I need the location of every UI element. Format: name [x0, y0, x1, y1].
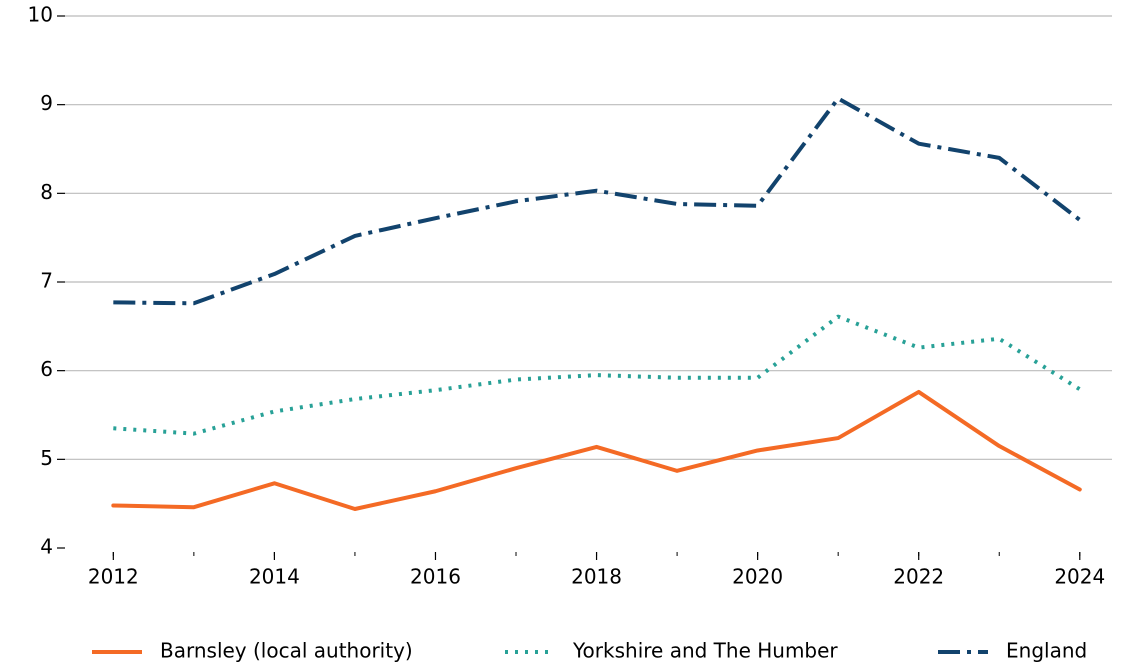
series-line [113, 314, 1081, 436]
x-tick-label: 2012 [88, 565, 139, 589]
y-tick-label: 10 [28, 3, 53, 27]
y-tick-label: 9 [40, 91, 53, 115]
x-tick-label: 2022 [893, 565, 944, 589]
legend-label: Barnsley (local authority) [160, 639, 413, 663]
x-tick-label: 2018 [571, 565, 622, 589]
x-tick-label: 2020 [732, 565, 783, 589]
series-line [113, 96, 1082, 306]
series-line [111, 389, 1082, 511]
legend-label: England [1006, 639, 1087, 663]
y-tick-label: 7 [40, 269, 53, 293]
y-tick-label: 6 [40, 357, 53, 381]
y-tick-label: 8 [40, 180, 53, 204]
legend-label: Yorkshire and The Humber [572, 639, 838, 663]
y-tick-label: 5 [40, 446, 53, 470]
x-tick-label: 2016 [410, 565, 461, 589]
y-tick-label: 4 [40, 535, 53, 559]
x-tick-label: 2024 [1054, 565, 1105, 589]
x-tick-label: 2014 [249, 565, 300, 589]
